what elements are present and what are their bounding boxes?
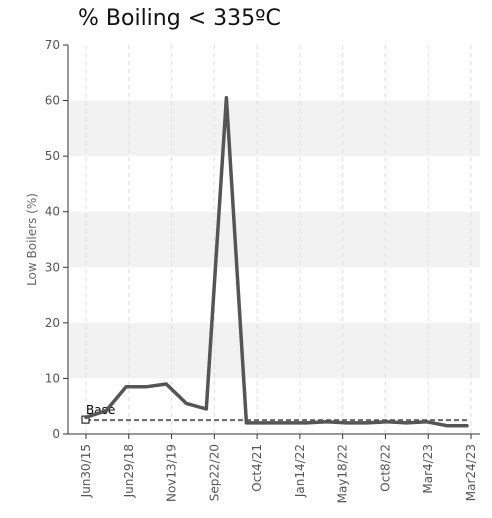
data-point [144, 385, 148, 389]
grid-band [68, 100, 480, 157]
data-point [124, 385, 128, 389]
data-point [465, 424, 469, 428]
x-tick-label: Oct8/22 [378, 444, 392, 492]
x-tick-label: Jun29/18 [122, 444, 136, 498]
y-tick-label: 10 [45, 371, 60, 385]
y-tick-label: 70 [45, 38, 60, 52]
y-tick-label: 60 [45, 94, 60, 108]
x-tick-label: Jun30/15 [79, 444, 93, 498]
grid-band [68, 322, 480, 379]
series-line [84, 96, 469, 428]
x-tick-label: Mar24/23 [464, 444, 478, 501]
x-tick-label: Mar4/23 [421, 444, 435, 494]
data-point [445, 424, 449, 428]
data-point [164, 382, 168, 386]
data-point [244, 421, 248, 425]
data-point [425, 420, 429, 424]
grid-band [68, 211, 480, 268]
data-point [224, 96, 228, 100]
y-tick-label: 40 [45, 205, 60, 219]
x-tick-label: Sep22/20 [207, 444, 221, 501]
y-tick-label: 0 [52, 427, 60, 441]
y-tick-label: 30 [45, 260, 60, 274]
data-point [305, 421, 309, 425]
data-point [385, 420, 389, 424]
y-tick-label: 20 [45, 316, 60, 330]
y-axis-title: Low Boilers (%) [25, 193, 39, 286]
x-tick-label: Nov13/19 [165, 444, 179, 502]
data-point [204, 407, 208, 411]
x-tick-label: May18/22 [336, 444, 350, 503]
data-point [285, 421, 289, 425]
y-tick-label: 50 [45, 149, 60, 163]
data-point [345, 421, 349, 425]
data-point [325, 420, 329, 424]
data-point [405, 421, 409, 425]
data-point [184, 401, 188, 405]
x-tick-label: Oct4/21 [250, 444, 264, 492]
data-point [264, 421, 268, 425]
x-tick-label: Jan14/22 [293, 444, 307, 498]
chart-title: % Boiling < 335ºC [78, 6, 281, 31]
data-point [365, 421, 369, 425]
data-point [104, 409, 108, 413]
data-point [84, 415, 88, 419]
